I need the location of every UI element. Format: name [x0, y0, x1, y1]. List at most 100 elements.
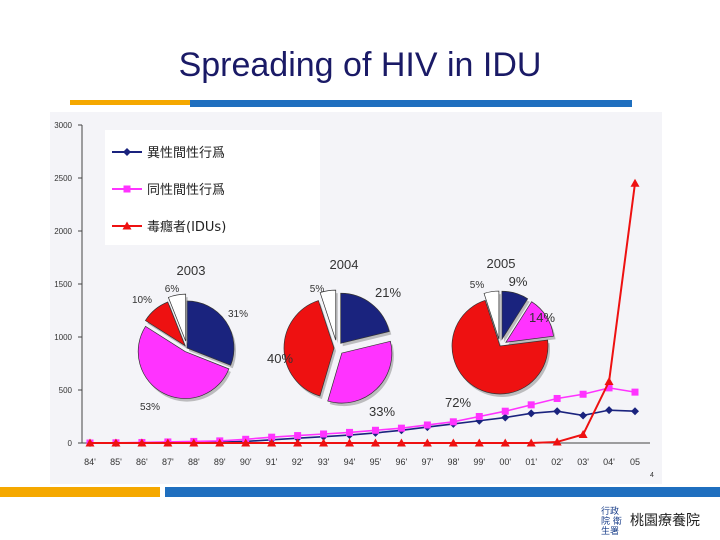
data-point	[267, 438, 277, 447]
pie-value-label: 9%	[509, 274, 528, 289]
x-tick-label: 85'	[110, 457, 122, 467]
data-point	[370, 438, 380, 447]
x-tick-label: 95'	[370, 457, 382, 467]
data-point	[474, 438, 484, 447]
x-tick-label: 96'	[396, 457, 408, 467]
x-tick-label: 99'	[473, 457, 485, 467]
pie-value-label: 40%	[267, 351, 293, 366]
y-tick-label: 0	[68, 439, 73, 448]
data-point	[320, 430, 328, 438]
pie-value-label: 6%	[165, 284, 180, 295]
pie-slice	[137, 325, 230, 399]
slide-title: Spreading of HIV in IDU	[178, 46, 542, 84]
data-point	[371, 426, 379, 434]
data-point	[293, 438, 303, 447]
data-point	[241, 438, 251, 447]
legend-label: 異性間性行爲	[147, 146, 225, 161]
data-point	[111, 438, 121, 447]
data-point	[449, 418, 457, 426]
data-point	[475, 413, 483, 420]
data-point	[137, 438, 147, 447]
data-point	[553, 407, 562, 416]
data-point	[501, 407, 509, 415]
x-tick-label: 04'	[603, 457, 615, 467]
legend-label: 毒癮者(IDUs)	[147, 219, 226, 235]
data-point	[579, 390, 587, 398]
data-point	[319, 438, 329, 447]
data-point	[268, 433, 276, 441]
x-tick-label: 00'	[499, 457, 511, 467]
data-point	[527, 401, 535, 409]
data-point	[604, 377, 614, 386]
y-tick-label: 500	[59, 386, 73, 395]
x-tick-label: 90'	[240, 457, 252, 467]
x-tick-label: 91'	[266, 457, 278, 467]
data-point	[605, 384, 613, 392]
data-point	[122, 221, 132, 230]
data-point	[631, 388, 639, 396]
pie-slice	[186, 300, 235, 366]
data-point	[215, 438, 225, 447]
legend-label: 同性間性行爲	[147, 183, 225, 198]
pie-title: 2003	[177, 263, 206, 278]
series-line	[90, 183, 636, 444]
data-point	[526, 438, 536, 447]
y-tick-label: 2500	[54, 174, 72, 183]
pie-value-label: 10%	[132, 295, 152, 306]
pie-value-label: 21%	[375, 285, 401, 300]
data-point	[123, 148, 131, 156]
data-point	[345, 438, 355, 447]
data-point	[123, 185, 131, 193]
pie-value-label: 33%	[369, 404, 395, 419]
y-tick-label: 1500	[54, 280, 72, 289]
data-point	[527, 409, 536, 418]
x-tick-label: 88'	[188, 457, 200, 467]
y-tick-label: 3000	[54, 121, 72, 130]
pie-title: 2004	[330, 257, 359, 272]
pie-slice	[501, 290, 529, 341]
x-tick-label: 98'	[447, 457, 459, 467]
x-tick-label: 86'	[136, 457, 148, 467]
data-point	[578, 430, 588, 439]
data-point	[500, 438, 510, 447]
x-tick-label: 92'	[292, 457, 304, 467]
data-point	[397, 424, 405, 432]
data-point	[605, 406, 614, 415]
x-tick-label: 01'	[525, 457, 537, 467]
title-underline-blue	[190, 100, 632, 107]
pie-value-label: 5%	[470, 280, 485, 291]
x-tick-label: 89'	[214, 457, 226, 467]
series-line	[89, 387, 636, 444]
data-point	[501, 413, 510, 422]
data-point	[396, 438, 406, 447]
hospital-name: 桃園療養院	[630, 513, 700, 529]
org-logo-text: 行政院 衛生署	[601, 507, 622, 537]
pie-value-label: 5%	[310, 284, 325, 295]
data-point	[630, 178, 640, 187]
title-underline-orange	[70, 100, 190, 105]
x-tick-label: 05	[630, 457, 640, 467]
data-point	[294, 432, 302, 440]
data-point	[553, 394, 561, 402]
footer-bar-orange	[0, 487, 160, 497]
pie-slice	[483, 290, 500, 340]
x-tick-label: 93'	[318, 457, 330, 467]
pie-slice	[319, 289, 337, 341]
data-point	[552, 437, 562, 446]
x-tick-label: 94'	[344, 457, 356, 467]
pie-slice	[505, 301, 554, 343]
pie-title: 2005	[487, 256, 516, 271]
pie-value-label: 53%	[140, 402, 160, 413]
data-point	[163, 438, 173, 447]
x-tick-label: 02'	[551, 457, 563, 467]
pie-value-label: 31%	[228, 309, 248, 320]
y-tick-label: 2000	[54, 227, 72, 236]
pie-slice	[283, 300, 335, 397]
data-point	[423, 421, 431, 429]
x-tick-label: 87'	[162, 457, 174, 467]
chart-svg: 0 500 1000 1500 2000 2500 3000 84' 85' 86' 87' 88' 8…	[50, 112, 662, 484]
x-tick-label: 84'	[84, 457, 96, 467]
data-point	[422, 438, 432, 447]
pie-value-label: 14%	[529, 310, 555, 325]
x-tick-label: 97'	[422, 457, 434, 467]
